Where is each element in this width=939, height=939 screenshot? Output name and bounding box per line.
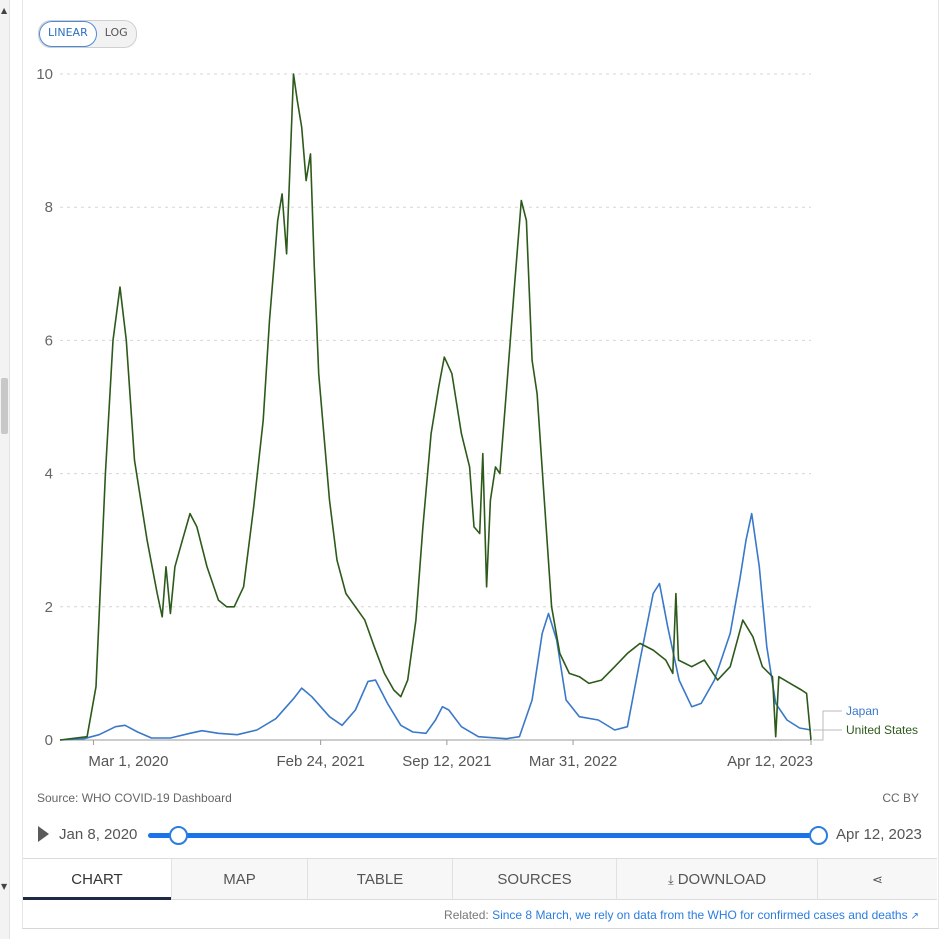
- y-tick-label: 8: [45, 199, 53, 216]
- y-tick-label: 10: [36, 66, 53, 83]
- x-axis-ticks: Mar 1, 2020 Feb 24, 2021 Sep 12, 2021 Mar 3…: [88, 740, 813, 770]
- timeline: Jan 8, 2020 Apr 12, 2023: [0, 820, 939, 850]
- source-note: Source: WHO COVID-19 Dashboard: [37, 791, 232, 805]
- series-labels: United States Japan: [813, 704, 918, 741]
- linear-scale-button[interactable]: LINEAR: [39, 21, 97, 47]
- scrollbar-thumb[interactable]: [1, 378, 8, 434]
- y-tick-label: 6: [45, 332, 53, 349]
- series-lines: [59, 73, 812, 741]
- series-line-japan[interactable]: [59, 512, 812, 741]
- y-axis-ticks: 0 2 4 6 8 10: [36, 66, 53, 749]
- log-scale-button[interactable]: LOG: [104, 26, 128, 39]
- tab-chart-label: CHART: [71, 871, 123, 888]
- scroll-up-icon[interactable]: ▲: [1, 6, 8, 15]
- tab-download[interactable]: ⤓ DOWNLOAD: [616, 859, 817, 900]
- tab-chart[interactable]: CHART: [23, 859, 171, 900]
- scroll-down-icon[interactable]: ▼: [1, 882, 8, 891]
- series-label-united-states[interactable]: United States: [846, 723, 918, 737]
- x-tick-label: Apr 12, 2023: [727, 753, 813, 770]
- x-tick-label: Mar 31, 2022: [529, 753, 617, 770]
- x-tick-label: Mar 1, 2020: [88, 753, 168, 770]
- license-link[interactable]: CC BY: [882, 791, 919, 805]
- related-note: Related: Since 8 March, we rely on data …: [444, 908, 919, 922]
- tab-map-label: MAP: [223, 871, 256, 888]
- grid-lines: [60, 73, 811, 741]
- timeline-start-handle[interactable]: [169, 826, 188, 845]
- page-scrollbar[interactable]: ▲ ▼: [0, 0, 10, 939]
- series-label-japan[interactable]: Japan: [846, 704, 879, 718]
- series-line-united-states[interactable]: [59, 73, 812, 741]
- tab-share[interactable]: ⋖: [817, 859, 937, 900]
- y-tick-label: 4: [45, 466, 53, 483]
- related-prefix: Related:: [444, 908, 489, 922]
- y-tick-label: 2: [45, 599, 53, 616]
- timeline-start-label: Jan 8, 2020: [59, 826, 138, 843]
- download-icon: ⤓: [667, 873, 674, 888]
- scale-toggle[interactable]: LINEAR LOG: [38, 20, 137, 48]
- tab-sources-label: SOURCES: [497, 871, 572, 888]
- timeline-end-handle[interactable]: [809, 826, 828, 845]
- tab-sources[interactable]: SOURCES: [452, 859, 616, 900]
- label-leader-line: [813, 729, 842, 741]
- timeline-end-label: Apr 12, 2023: [836, 826, 922, 843]
- external-link-icon: ↗: [910, 911, 919, 922]
- timeline-slider[interactable]: [148, 826, 828, 845]
- x-tick-label: Feb 24, 2021: [276, 753, 364, 770]
- tab-table[interactable]: TABLE: [307, 859, 452, 900]
- tab-download-label: DOWNLOAD: [677, 871, 767, 888]
- related-link[interactable]: Since 8 March, we rely on data from the …: [492, 908, 908, 922]
- x-tick-label: Sep 12, 2021: [402, 753, 491, 770]
- tab-table-label: TABLE: [356, 871, 404, 888]
- share-icon: ⋖: [872, 873, 883, 888]
- tab-bar: CHART MAP TABLE SOURCES ⤓ DOWNLOAD ⋖: [23, 858, 937, 901]
- tab-map[interactable]: MAP: [171, 859, 307, 900]
- line-chart: 0 2 4 6 8 10 Mar 1, 2020 Feb 24, 2021 Sep 12, 2…: [36, 66, 918, 770]
- play-icon[interactable]: [38, 826, 49, 842]
- timeline-range-fill: [148, 833, 818, 838]
- y-tick-label: 0: [45, 732, 53, 749]
- label-leader-line: [813, 710, 842, 731]
